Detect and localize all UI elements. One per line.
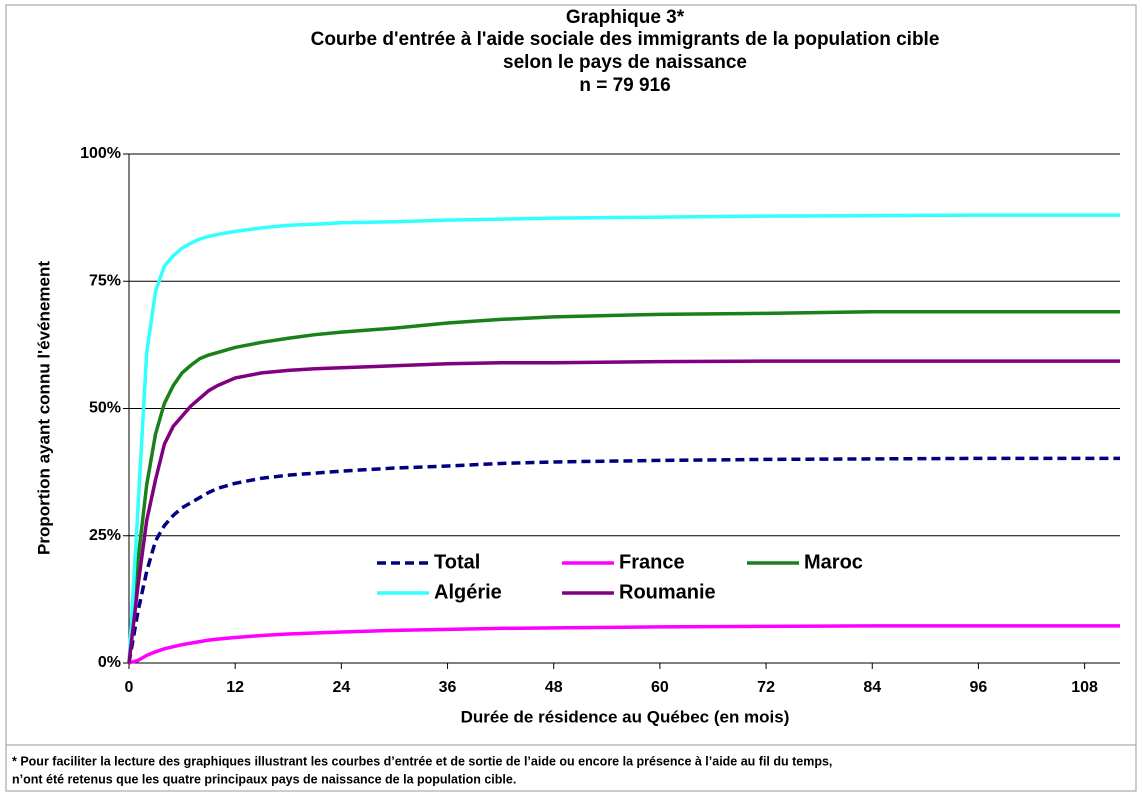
x-tick-label: 60 xyxy=(651,679,669,696)
line-series xyxy=(127,310,1120,664)
chart-frame xyxy=(5,4,1137,792)
footnote: n’ont été retenus que les quatre princip… xyxy=(12,772,516,786)
legend-label: France xyxy=(619,551,685,573)
y-axis-label: Proportion ayant connu l'événement xyxy=(34,261,53,555)
x-tick-label: 108 xyxy=(1071,679,1098,696)
y-tick-label: 0% xyxy=(98,654,121,671)
y-tick-label: 75% xyxy=(89,272,121,289)
chart-title: Graphique 3* xyxy=(566,7,685,28)
line-series xyxy=(127,456,1120,664)
legend-label: Maroc xyxy=(804,551,863,573)
legend-label: Total xyxy=(434,551,480,573)
line-series xyxy=(128,624,1120,665)
x-tick-label: 24 xyxy=(332,679,350,696)
x-tick-label: 48 xyxy=(545,679,563,696)
y-tick-label: 100% xyxy=(80,145,121,162)
legend-label: Roumanie xyxy=(619,581,716,603)
x-tick-label: 84 xyxy=(863,679,881,696)
x-tick-label: 96 xyxy=(970,679,988,696)
line-series xyxy=(127,359,1120,664)
x-tick-label: 0 xyxy=(125,679,134,696)
x-tick-label: 12 xyxy=(226,679,244,696)
legend-label: Algérie xyxy=(434,581,502,603)
y-tick-label: 25% xyxy=(89,527,121,544)
chart-title: selon le pays de naissance xyxy=(503,52,747,73)
x-tick-label: 36 xyxy=(439,679,457,696)
x-axis-label: Durée de résidence au Québec (en mois) xyxy=(461,707,790,726)
footnote: * Pour faciliter la lecture des graphiqu… xyxy=(12,754,832,768)
chart-title: Courbe d'entrée à l'aide sociale des imm… xyxy=(311,29,940,50)
x-tick-label: 72 xyxy=(757,679,775,696)
chart-title: n = 79 916 xyxy=(579,75,670,96)
y-tick-label: 50% xyxy=(89,400,121,417)
line-series xyxy=(127,213,1120,664)
